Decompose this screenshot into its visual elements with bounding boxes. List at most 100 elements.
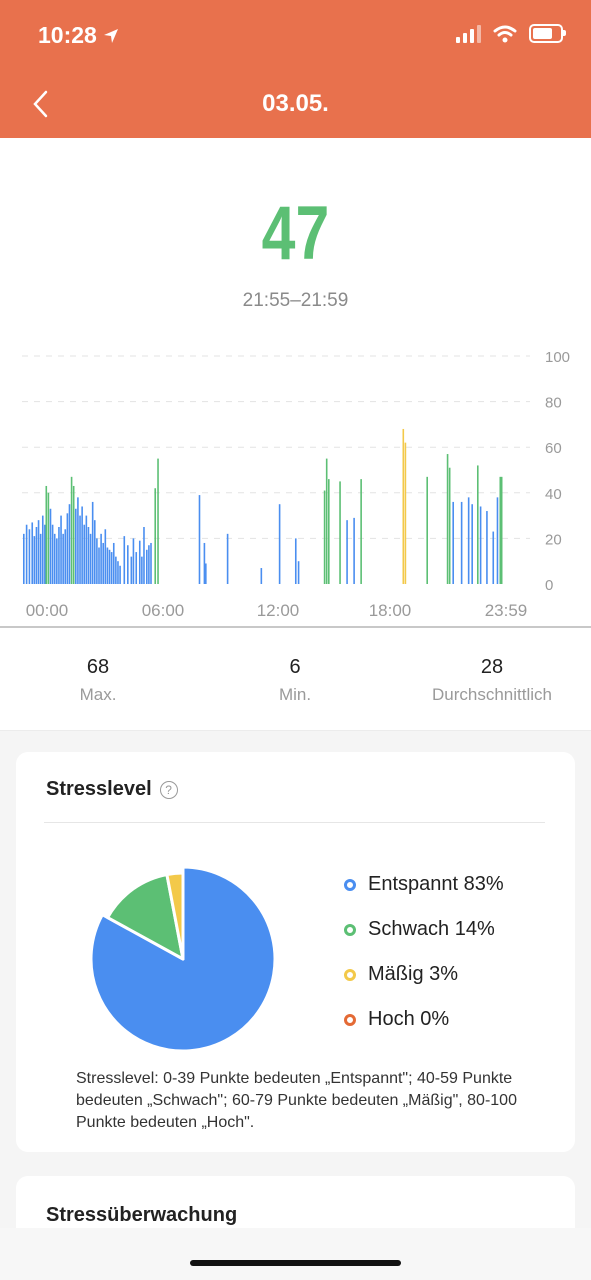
help-icon[interactable]: ? (159, 780, 178, 799)
stress-bar (106, 547, 109, 584)
app-header: 10:28 03.05. (0, 0, 591, 138)
stress-bar (66, 513, 69, 584)
status-icons (456, 24, 566, 43)
stress-bar (226, 533, 229, 584)
stress-bar (500, 476, 503, 584)
x-tick-label: 12:00 (257, 601, 300, 620)
legend-dot-mild-icon (344, 923, 356, 936)
stat-min-value: 6 (289, 656, 301, 678)
stress-bar (499, 476, 502, 584)
stress-bar (138, 540, 141, 584)
y-tick-label: 80 (545, 395, 562, 412)
stress-bar (79, 515, 81, 584)
pie-slice-Schwach (106, 873, 185, 961)
stress-level-title: Stresslevel ? (46, 778, 178, 801)
x-tick-label: 23:59 (485, 601, 528, 620)
back-arrow-icon[interactable] (30, 88, 52, 120)
stress-bar (56, 538, 58, 584)
stress-bar (112, 542, 115, 584)
stress-bar (77, 497, 79, 584)
stat-average-value: 28 (480, 656, 504, 678)
y-tick-label: 100 (545, 349, 570, 366)
stress-bar (75, 508, 77, 584)
stress-pie-chart (89, 865, 277, 1053)
y-tick-label: 60 (545, 440, 562, 457)
stress-bar (83, 524, 86, 584)
stress-bar (104, 529, 107, 584)
stress-bar (346, 520, 348, 584)
stress-bar (58, 527, 60, 584)
stress-bar (31, 522, 34, 584)
home-bar-area (0, 1228, 591, 1280)
stress-bar (68, 504, 71, 584)
stress-bar (148, 545, 150, 584)
stress-bar (130, 556, 133, 584)
card-divider (44, 822, 545, 823)
stress-bar (41, 515, 44, 584)
stress-bar-chart[interactable]: 0 20 40 60 80 100 00:00 06:00 12:00 18:00 23:59 (0, 338, 591, 628)
stress-bar (81, 506, 83, 584)
stats-row: 68 Max. 6 Min. 28 Durchschnittlich (0, 630, 591, 731)
stress-bar (157, 458, 159, 584)
x-tick-label: 18:00 (369, 601, 412, 620)
stress-bar (496, 497, 499, 584)
stress-bar (87, 527, 90, 584)
stat-average-label: Durchschnittlich (432, 685, 552, 704)
stress-bar (117, 561, 119, 584)
stress-bar (49, 508, 52, 584)
stress-bar (198, 495, 201, 584)
stress-bar (471, 504, 473, 584)
wifi-icon (493, 25, 517, 42)
current-stress-value: 47 (261, 191, 330, 276)
stress-bar (39, 533, 42, 584)
stress-bar (448, 467, 451, 584)
stress-bar (141, 556, 143, 584)
stress-bar (47, 492, 50, 584)
stat-average: 28 Durchschnittlich (402, 656, 582, 705)
stress-bar (89, 533, 92, 584)
stress-bar (426, 476, 428, 584)
stress-bar (353, 517, 355, 584)
stress-bar (33, 536, 36, 584)
legend-dot-moderate-icon (344, 968, 356, 981)
y-tick-label: 20 (545, 531, 562, 548)
legend-label-mild: Schwach 14% (368, 918, 495, 940)
stress-bar (123, 536, 126, 584)
location-arrow-icon (103, 28, 118, 43)
stress-bar (446, 454, 449, 584)
stress-bar (70, 476, 73, 584)
stress-bar (452, 501, 454, 584)
home-indicator[interactable] (190, 1260, 401, 1266)
stress-bar (127, 545, 129, 584)
stat-min-label: Min. (278, 685, 312, 704)
status-time: 10:28 (38, 22, 119, 49)
stress-bar (53, 533, 56, 584)
stress-level-note: Stresslevel: 0-39 Punkte bedeuten „Entsp… (76, 1070, 517, 1131)
current-time-range: 21:55–21:59 (242, 290, 349, 311)
y-tick-label: 40 (545, 486, 562, 503)
legend-item-mild: Schwach 14% (344, 907, 504, 952)
cellular-signal-icon (456, 24, 481, 43)
x-tick-label: 00:00 (26, 601, 69, 620)
legend-label-high: Hoch 0% (368, 1008, 450, 1030)
stress-bar (278, 504, 281, 584)
y-tick-label: 0 (545, 577, 553, 594)
stress-bar (60, 515, 62, 584)
stress-bar (203, 542, 206, 584)
stress-bar (110, 552, 113, 584)
stress-monitoring-title: Stressüberwachung (46, 1204, 238, 1226)
stress-bar (154, 488, 157, 584)
legend-item-high: Hoch 0% (344, 997, 504, 1042)
stress-bar (62, 533, 64, 584)
stress-bar (23, 533, 25, 584)
stress-bar (143, 527, 145, 584)
chart-divider (0, 626, 591, 628)
legend-label-moderate: Mäßig 3% (368, 963, 459, 985)
stress-bar (260, 568, 263, 584)
legend-label-relaxed: Entspannt 83% (368, 873, 504, 895)
battery-icon (529, 24, 566, 43)
status-time-text: 10:28 (38, 22, 97, 48)
x-tick-label: 06:00 (142, 601, 185, 620)
stress-bar (132, 538, 135, 584)
stress-bar (51, 524, 54, 584)
